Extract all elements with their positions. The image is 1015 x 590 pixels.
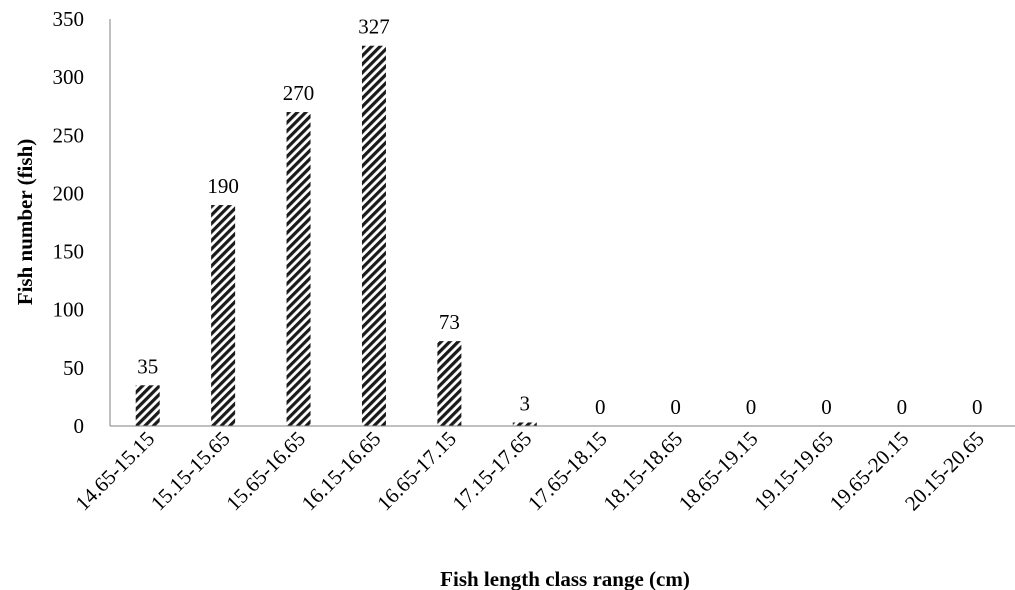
- x-tick-label-7: 18.15-18.65: [598, 427, 687, 516]
- x-tick-label-3: 16.15-16.65: [297, 427, 386, 516]
- x-tick-label-2: 15.65-16.65: [221, 427, 310, 516]
- x-axis-ticks: 14.65-15.1515.15-15.6515.65-16.6516.15-1…: [71, 427, 989, 516]
- x-tick-label-4: 16.65-17.15: [372, 427, 461, 516]
- data-label-9: 0: [821, 395, 832, 419]
- x-tick-label-11: 20.15-20.65: [900, 427, 989, 516]
- data-label-6: 0: [595, 395, 606, 419]
- y-tick-label-0: 0: [74, 414, 85, 438]
- data-label-3: 327: [358, 15, 390, 39]
- data-label-5: 3: [520, 392, 531, 416]
- y-axis-ticks: 0 50 100 150 200 250 300 350: [53, 7, 85, 438]
- bar-4: [437, 341, 462, 426]
- x-tick-label-5: 17.15-17.65: [448, 427, 537, 516]
- data-label-10: 0: [897, 395, 908, 419]
- y-axis-title: Fish number (fish): [13, 139, 37, 305]
- bar-3: [361, 45, 386, 426]
- x-tick-label-8: 18.65-19.15: [674, 427, 763, 516]
- bar-2: [286, 112, 311, 427]
- y-tick-label-2: 100: [53, 298, 85, 322]
- y-tick-label-5: 250: [53, 123, 85, 147]
- y-tick-label-1: 50: [63, 356, 84, 380]
- data-label-2: 270: [283, 81, 315, 105]
- x-tick-label-10: 19.65-20.15: [825, 427, 914, 516]
- x-tick-label-6: 17.65-18.15: [523, 427, 612, 516]
- data-label-1: 190: [207, 174, 239, 198]
- data-labels: 35 190 270 327 73 3 0 0 0 0 0 0: [137, 15, 982, 419]
- bar-0: [135, 385, 160, 426]
- x-tick-label-9: 19.15-19.65: [749, 427, 838, 516]
- x-tick-label-1: 15.15-15.65: [146, 427, 235, 516]
- x-tick-label-0: 14.65-15.15: [71, 427, 160, 516]
- data-label-0: 35: [137, 354, 158, 378]
- data-label-4: 73: [439, 310, 460, 334]
- y-tick-label-7: 350: [53, 7, 85, 31]
- data-label-7: 0: [670, 395, 681, 419]
- x-axis-title: Fish length class range (cm): [440, 567, 690, 590]
- y-tick-label-4: 200: [53, 181, 85, 205]
- data-label-11: 0: [972, 395, 983, 419]
- y-tick-label-3: 150: [53, 240, 85, 264]
- bar-1: [211, 205, 236, 426]
- bars: [135, 45, 537, 427]
- y-tick-label-6: 300: [53, 65, 85, 89]
- bar-5: [512, 422, 537, 426]
- data-label-8: 0: [746, 395, 757, 419]
